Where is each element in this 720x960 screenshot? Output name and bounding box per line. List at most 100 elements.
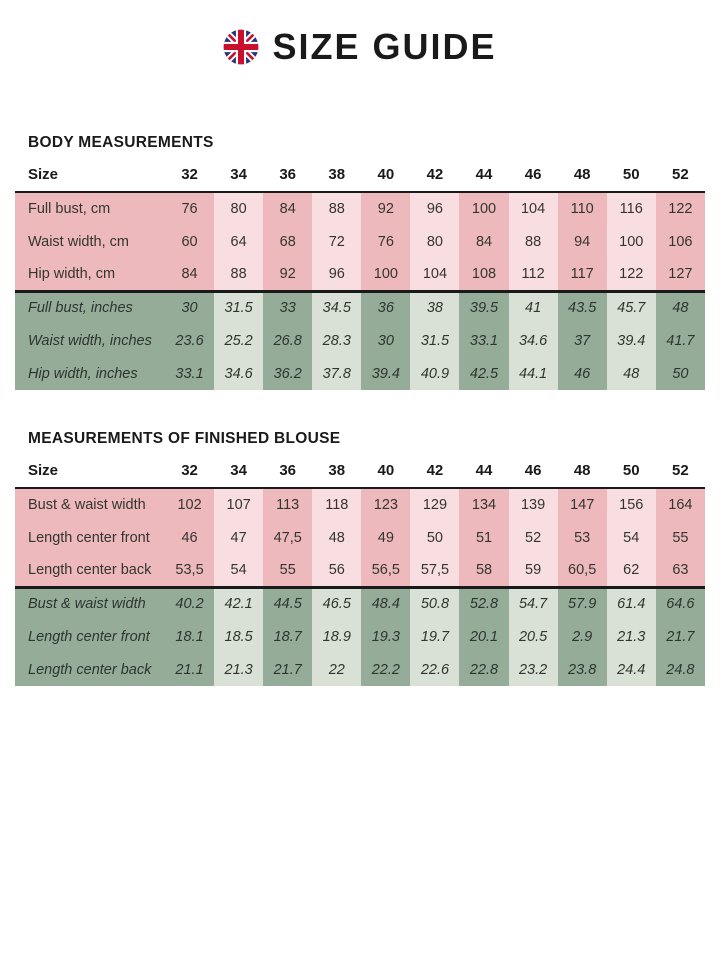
cell-value: 19.3: [361, 620, 411, 653]
cell-value: 20.1: [459, 620, 509, 653]
cell-value: 61.4: [606, 587, 656, 620]
cell-value: 92: [263, 258, 313, 291]
cell-value: 147: [557, 488, 607, 521]
cell-value: 36: [361, 291, 411, 324]
cell-value: 80: [410, 225, 460, 258]
cell-value: 164: [655, 488, 705, 521]
cell-value: 117: [557, 258, 607, 291]
cell-value: 30: [361, 324, 411, 357]
cell-value: 18.9: [312, 620, 362, 653]
cell-value: 28.3: [312, 324, 362, 357]
size-column-header: 32: [181, 166, 198, 183]
cell-value: 46: [165, 521, 215, 554]
size-column-header: 50: [622, 166, 640, 183]
body-measurements-table: Size 32 34 36 38 40 42 44 46 48 50 52 Full bust, cm 7…: [15, 160, 705, 390]
row-label: Full bust, cm: [15, 192, 165, 225]
cell-value: 88: [508, 225, 558, 258]
cell-value: 56,5: [361, 554, 411, 587]
cell-value: 47,5: [263, 521, 313, 554]
cm-measurement-row: Bust & waist width 102 107 113 118 123 129 134 1…: [15, 488, 705, 521]
cell-value: 48.4: [361, 587, 411, 620]
cell-value: 52: [508, 521, 558, 554]
cell-value: 25.2: [214, 324, 264, 357]
cell-value: 92: [361, 192, 411, 225]
size-column-header: 34: [230, 462, 247, 479]
cell-value: 84: [459, 225, 509, 258]
cell-value: 53,5: [165, 554, 215, 587]
cell-value: 64.6: [655, 587, 705, 620]
cell-value: 118: [312, 488, 362, 521]
cell-value: 58: [459, 554, 509, 587]
size-column-header: 52: [672, 166, 689, 183]
cell-value: 64: [214, 225, 264, 258]
cell-value: 107: [214, 488, 264, 521]
size-column-header: 36: [279, 462, 297, 479]
cell-value: 54.7: [508, 587, 558, 620]
cell-value: 76: [165, 192, 215, 225]
size-column-header: 40: [377, 462, 395, 479]
cell-value: 104: [410, 258, 460, 291]
cell-value: 34.5: [312, 291, 362, 324]
cell-value: 100: [361, 258, 411, 291]
cell-value: 37.8: [312, 357, 362, 390]
cell-value: 37: [557, 324, 607, 357]
finished-blouse-section: MEASUREMENTS OF FINISHED BLOUSE Size 32 34…: [15, 430, 705, 686]
size-header-label: Size: [28, 166, 59, 183]
cell-value: 72: [312, 225, 362, 258]
cell-value: 18.7: [263, 620, 313, 653]
cell-value: 127: [655, 258, 705, 291]
cm-measurement-row: Waist width, cm 60 64 68 72 76 80 84 88 94 100 106: [15, 225, 705, 258]
cell-value: 55: [655, 521, 705, 554]
cell-value: 36.2: [263, 357, 313, 390]
cell-value: 41: [508, 291, 558, 324]
cell-value: 80: [214, 192, 264, 225]
cell-value: 57,5: [410, 554, 460, 587]
cell-value: 31.5: [214, 291, 264, 324]
finished-blouse-table: Size 32 34 36 38 40 42 44 46 48 50 52 Bust & waist w…: [15, 456, 705, 686]
finished-blouse-heading: MEASUREMENTS OF FINISHED BLOUSE: [28, 430, 341, 447]
cell-value: 50.8: [410, 587, 460, 620]
cell-value: 59: [508, 554, 558, 587]
cell-value: 52.8: [459, 587, 509, 620]
size-column-header: 44: [475, 462, 493, 479]
cell-value: 100: [606, 225, 656, 258]
size-column-header: 32: [181, 462, 198, 479]
cell-value: 122: [655, 192, 705, 225]
cell-value: 84: [263, 192, 313, 225]
cell-value: 21.3: [214, 653, 264, 686]
cell-value: 110: [557, 192, 607, 225]
cell-value: 22: [312, 653, 362, 686]
cell-value: 60,5: [557, 554, 607, 587]
cell-value: 34.6: [214, 357, 264, 390]
size-column-header: 34: [230, 166, 247, 183]
cell-value: 54: [214, 554, 264, 587]
cell-value: 21.7: [655, 620, 705, 653]
cell-value: 46: [557, 357, 607, 390]
cell-value: 55: [263, 554, 313, 587]
cell-value: 44.5: [263, 587, 313, 620]
cell-value: 62: [606, 554, 656, 587]
cell-value: 24.4: [606, 653, 656, 686]
cell-value: 41.7: [655, 324, 705, 357]
inch-measurement-row: Bust & waist width 40.2 42.1 44.5 46.5 48.4 50…: [15, 587, 705, 620]
cell-value: 84: [165, 258, 215, 291]
row-label: Length center back: [15, 554, 165, 587]
size-column-header: 36: [279, 166, 297, 183]
cell-value: 39.4: [606, 324, 656, 357]
cell-value: 76: [361, 225, 411, 258]
cell-value: 19.7: [410, 620, 460, 653]
size-column-header: 50: [622, 462, 640, 479]
cell-value: 22.8: [459, 653, 509, 686]
cell-value: 108: [459, 258, 509, 291]
cell-value: 34.6: [508, 324, 558, 357]
cell-value: 31.5: [410, 324, 460, 357]
cell-value: 49: [361, 521, 411, 554]
cell-value: 50: [410, 521, 460, 554]
cell-value: 47: [214, 521, 264, 554]
cell-value: 50: [655, 357, 705, 390]
cell-value: 112: [508, 258, 558, 291]
cell-value: 23.2: [508, 653, 558, 686]
size-header-label: Size: [28, 462, 59, 479]
cell-value: 54: [606, 521, 656, 554]
